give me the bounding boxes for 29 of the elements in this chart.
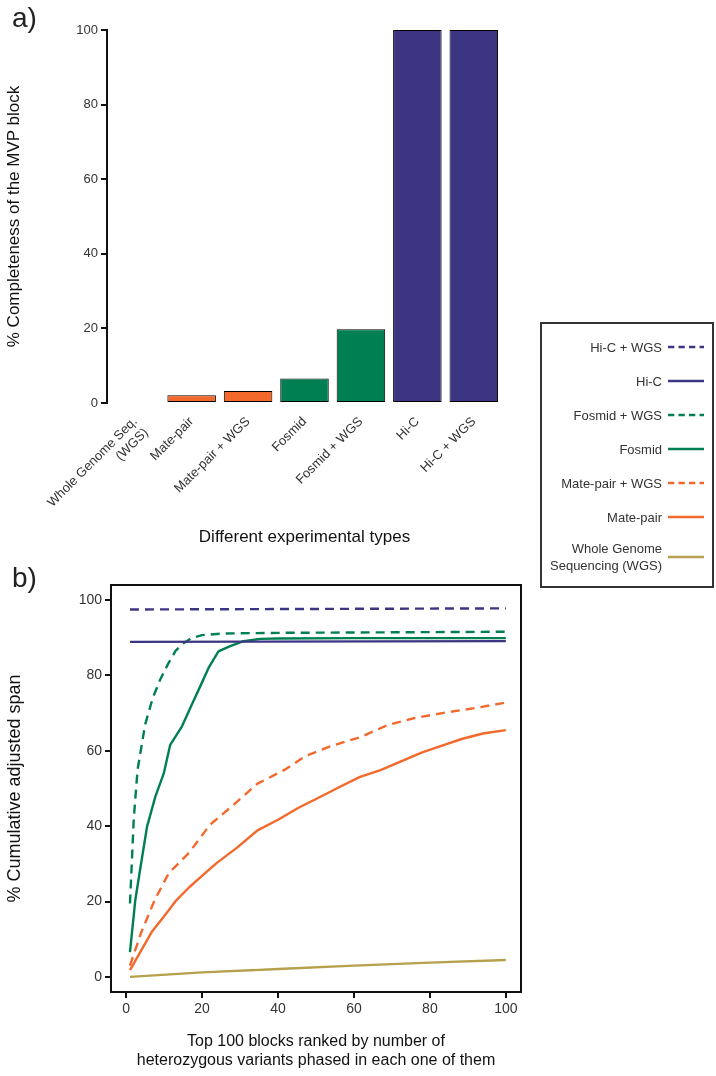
y-tick-label: 0 (90, 394, 98, 410)
legend-label: Mate-pair (606, 508, 662, 526)
x-tick-label: 80 (422, 1000, 438, 1017)
y-tick-label: 40 (83, 245, 98, 261)
x-axis-title: Top 100 blocks ranked by number of heterozygous variants phased in each one of them (136, 1031, 496, 1068)
y-tick-label: 100 (78, 590, 103, 607)
legend-label: Hi-C (635, 372, 662, 390)
x-tick-label: 20 (194, 1000, 211, 1017)
legend-label: Hi-C + WGS (589, 338, 662, 356)
x-tick-label: 40 (270, 1000, 287, 1017)
y-axis-title: % Cumulative adjusted span (3, 674, 24, 903)
y-tick-label: 60 (83, 170, 98, 186)
chart-title: b) (12, 562, 37, 594)
y-axis-title: % Completeness of the MVP block (3, 85, 23, 348)
x-tick-label: 0 (122, 1000, 131, 1017)
y-tick-label: 40 (86, 817, 103, 834)
y-tick-label: 80 (83, 96, 98, 112)
y-tick-label: 100 (76, 21, 98, 37)
x-axis-title: Different experimental types (198, 527, 411, 547)
y-tick-label: 20 (86, 892, 103, 909)
line-series (128, 630, 508, 905)
y-tick-label: 80 (86, 666, 103, 683)
x-tick-label: 60 (346, 1000, 362, 1017)
chart-title: a) (12, 2, 37, 34)
y-tick-label: 0 (94, 967, 103, 984)
y-tick-label: 60 (86, 741, 103, 758)
y-tick-label: 20 (83, 319, 98, 335)
x-tick-label: 100 (494, 1000, 518, 1017)
legend-label: Whole Genome Sequencing (WGS) (549, 540, 662, 574)
